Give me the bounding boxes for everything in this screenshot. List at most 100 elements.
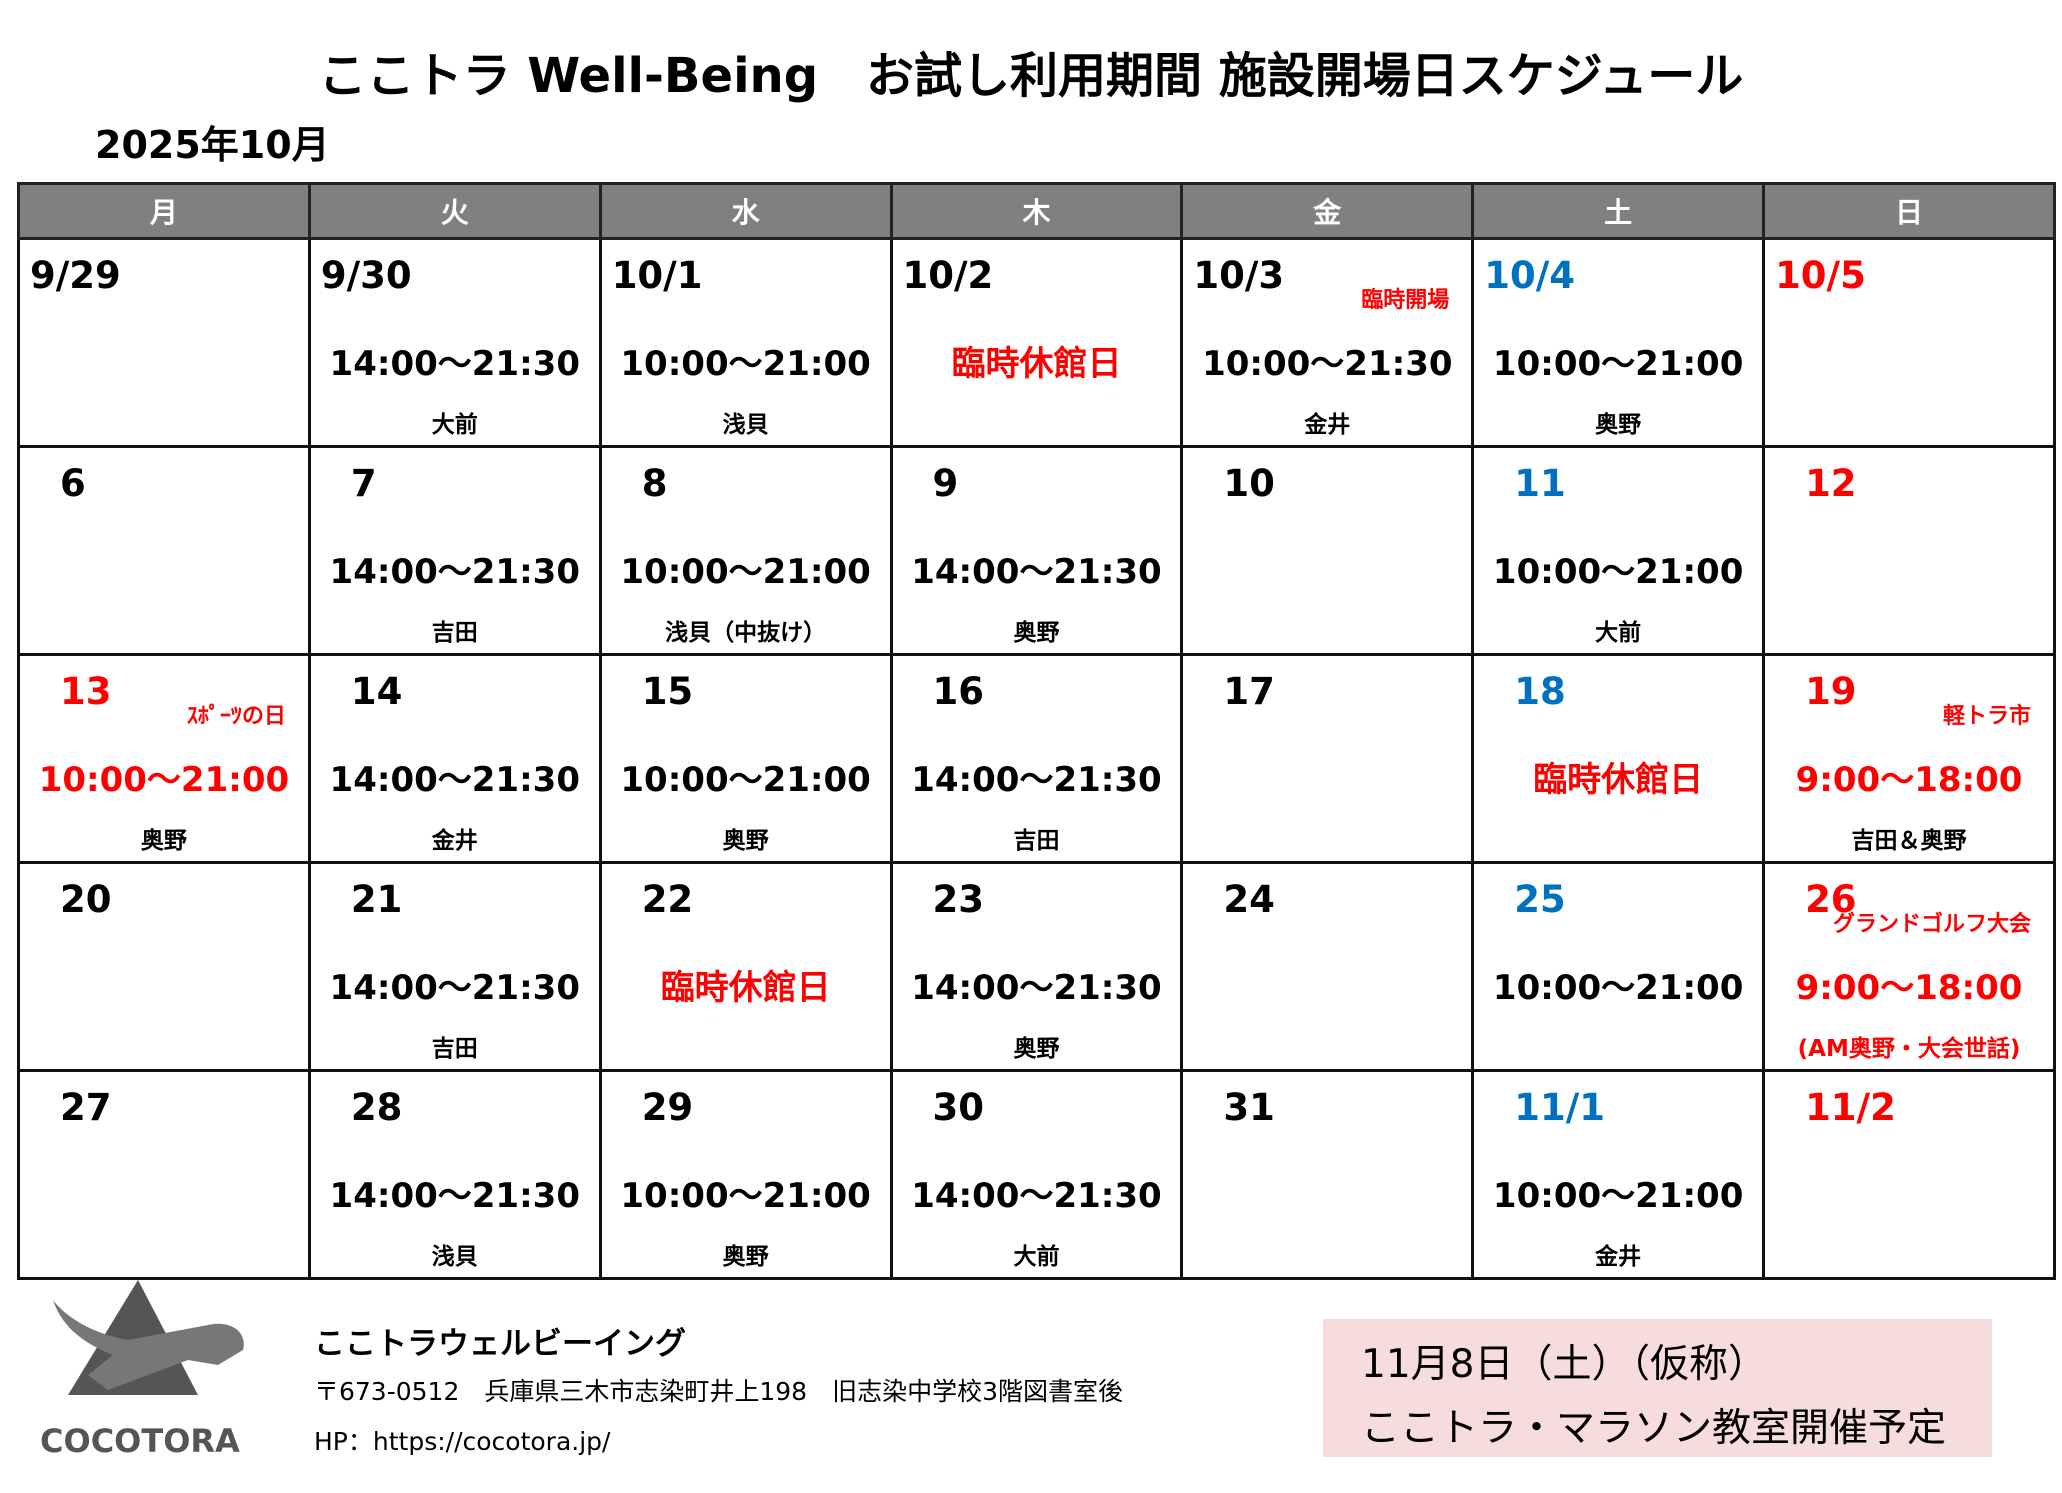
homepage-link[interactable]: HP：https://cocotora.jp/ (314, 1427, 611, 1456)
day-cell: 9/30 14:00～21:30 大前 (307, 237, 602, 448)
day-hours: 10:00～21:00 (38, 760, 290, 800)
day-date: 7 (350, 462, 377, 505)
cocotora-logo: COCOTORA (40, 1280, 244, 1460)
day-staff: 大前 (1013, 1244, 1060, 1270)
day-cell: 22 臨時休館日 (598, 861, 893, 1072)
day-cell: 18 臨時休館日 (1471, 653, 1766, 864)
day-hours: 14:00～21:30 (329, 1176, 580, 1216)
day-date: 16 (932, 670, 985, 713)
day-date: 26 (1805, 878, 1857, 921)
day-hours: 14:00～21:30 (911, 552, 1162, 592)
calendar: 月火水木金土日 9/29 9/30 14:00～21:30 大前 10/1 10:00～2… (17, 182, 2056, 1280)
day-date: 22 (641, 878, 694, 921)
day-staff: 奥野 (140, 828, 187, 854)
weekday-0: 月 (17, 182, 311, 240)
day-cell: 31 (1180, 1069, 1475, 1280)
day-date: 18 (1514, 670, 1566, 713)
week-row: 20 21 14:00～21:30 吉田 22 臨時休館日 23 14:00～21:30 奥野 2… (17, 861, 2056, 1072)
day-cell: 17 (1180, 653, 1475, 864)
day-hours: 14:00～21:30 (911, 968, 1162, 1008)
day-cell: 21 14:00～21:30 吉田 (307, 861, 602, 1072)
day-date: 10/3 (1193, 254, 1285, 297)
day-date: 17 (1223, 670, 1275, 713)
day-hours: 10:00～21:00 (620, 552, 871, 592)
day-date: 10/1 (611, 254, 703, 297)
day-hours: 14:00～21:30 (329, 968, 580, 1008)
day-hours: 10:00～21:00 (1492, 344, 1744, 384)
day-hours: 9:00～18:00 (1795, 968, 2023, 1008)
day-cell: 8 10:00～21:00 浅貝（中抜け） (598, 445, 893, 656)
day-date: 10/2 (902, 254, 994, 297)
day-hours: 9:00～18:00 (1795, 760, 2023, 800)
day-date: 28 (350, 1086, 403, 1129)
page-title: ここトラ Well-Being お試し利用期間 施設開場日スケジュール (318, 48, 1744, 104)
day-cell: 16 14:00～21:30 吉田 (889, 653, 1184, 864)
day-hours: 10:00～21:00 (1492, 968, 1744, 1008)
day-staff: (AM奥野・大会世話) (1797, 1036, 2021, 1062)
day-staff: 奥野 (722, 1244, 769, 1270)
day-hours: 臨時休館日 (951, 344, 1122, 384)
day-date: 23 (932, 878, 985, 921)
weekday-3: 木 (889, 182, 1184, 240)
day-cell: 10/5 (1762, 237, 2056, 448)
day-staff: 大前 (431, 412, 478, 438)
day-cell: 28 14:00～21:30 浅貝 (307, 1069, 602, 1280)
weekday-1: 火 (307, 182, 602, 240)
day-date: 29 (641, 1086, 694, 1129)
day-hours: 臨時休館日 (660, 968, 831, 1008)
day-staff: 奥野 (1013, 620, 1060, 646)
day-staff: 奥野 (1013, 1036, 1060, 1062)
weekday-5: 土 (1471, 182, 1766, 240)
event-notice: 11月8日（土）（仮称） ここトラ・マラソン教室開催予定 (1323, 1319, 1992, 1457)
day-hours: 14:00～21:30 (329, 344, 580, 384)
day-cell: 11/1 10:00～21:00 金井 (1471, 1069, 1766, 1280)
day-date: 19 (1805, 670, 1857, 713)
day-cell: 10/2 臨時休館日 (889, 237, 1184, 448)
address: 〒673-0512 兵庫県三木市志染町井上198 旧志染中学校3階図書室後 (314, 1377, 1123, 1406)
day-cell: 15 10:00～21:00 奥野 (598, 653, 893, 864)
day-hours: 10:00～21:00 (1492, 552, 1744, 592)
day-cell: 30 14:00～21:30 大前 (889, 1069, 1184, 1280)
day-cell: 11 10:00～21:00 大前 (1471, 445, 1766, 656)
day-hours: 10:00～21:00 (1492, 1176, 1744, 1216)
day-cell: 20 (17, 861, 311, 1072)
week-row: 6 7 14:00～21:30 吉田 8 10:00～21:00 浅貝（中抜け） 9 14:00… (17, 445, 2056, 656)
day-note: 軽トラ市 (1942, 704, 2031, 729)
day-cell: 27 (17, 1069, 311, 1280)
day-hours: 10:00～21:30 (1202, 344, 1453, 384)
day-cell: 7 14:00～21:30 吉田 (307, 445, 602, 656)
day-date: 15 (641, 670, 694, 713)
day-date: 8 (641, 462, 668, 505)
day-date: 6 (60, 462, 86, 505)
day-date: 10/4 (1484, 254, 1575, 297)
day-date: 21 (350, 878, 403, 921)
day-hours: 14:00～21:30 (329, 760, 580, 800)
weekday-6: 日 (1762, 182, 2056, 240)
day-date: 9 (932, 462, 959, 505)
day-cell: 25 10:00～21:00 (1471, 861, 1766, 1072)
day-note: ｽﾎﾟｰﾂの日 (186, 704, 286, 729)
day-date: 10 (1223, 462, 1275, 505)
day-staff: 浅貝 (431, 1244, 478, 1270)
day-cell: 10 (1180, 445, 1475, 656)
day-cell: 13 ｽﾎﾟｰﾂの日 10:00～21:00 奥野 (17, 653, 311, 864)
day-date: 11 (1514, 462, 1566, 505)
day-staff: 大前 (1595, 620, 1642, 646)
day-hours: 14:00～21:30 (911, 1176, 1162, 1216)
day-date: 14 (350, 670, 403, 713)
day-cell: 10/4 10:00～21:00 奥野 (1471, 237, 1766, 448)
day-date: 9/30 (320, 254, 412, 297)
day-cell: 19 軽トラ市 9:00～18:00 吉田＆奥野 (1762, 653, 2056, 864)
tiger-icon (53, 1300, 244, 1390)
day-staff: 吉田 (431, 1036, 478, 1062)
weekday-header: 月火水木金土日 (17, 182, 2056, 240)
day-staff: 奥野 (722, 828, 769, 854)
day-staff: 金井 (1304, 412, 1351, 438)
day-staff: 浅貝（中抜け） (665, 620, 827, 646)
day-cell: 11/2 (1762, 1069, 2056, 1280)
day-cell: 9 14:00～21:30 奥野 (889, 445, 1184, 656)
day-date: 25 (1514, 878, 1566, 921)
day-cell: 24 (1180, 861, 1475, 1072)
month-label: 2025年10月 (95, 123, 330, 167)
notice-line-2: ここトラ・マラソン教室開催予定 (1361, 1406, 1947, 1451)
